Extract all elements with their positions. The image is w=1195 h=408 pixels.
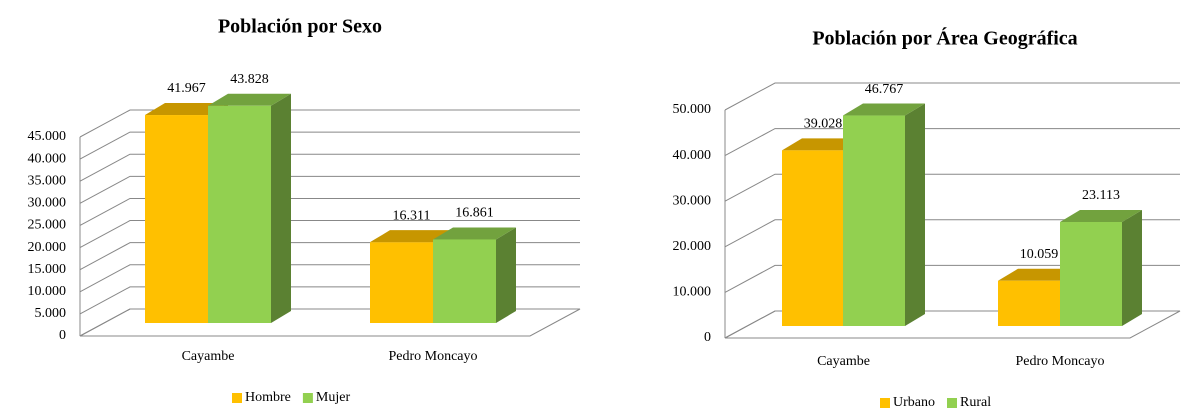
legend-label: Urbano (893, 395, 935, 408)
legend-swatch (232, 393, 242, 403)
bar-top (998, 268, 1080, 281)
y-tick-label: 15.000 (28, 262, 67, 277)
grid-line (79, 175, 580, 204)
bar (843, 115, 905, 327)
bar (145, 115, 208, 323)
legend-swatch (880, 398, 890, 408)
legend-label: Hombre (245, 390, 291, 405)
data-label: 10.059 (1020, 247, 1059, 262)
x-tick-label: Pedro Moncayo (1015, 354, 1104, 369)
chart-title: Población por Sexo (218, 16, 382, 38)
grid-line (724, 173, 1180, 202)
bar-top (208, 93, 291, 106)
y-tick-label: 10.000 (28, 284, 67, 299)
y-tick-label: 20.000 (673, 239, 712, 254)
x-tick-label: Cayambe (182, 349, 235, 364)
data-label: 46.767 (865, 82, 904, 97)
bar-side (271, 93, 291, 323)
legend-label: Mujer (316, 390, 351, 405)
data-label: 16.861 (455, 206, 494, 221)
grid-line (79, 220, 580, 248)
x-tick-label: Cayambe (817, 354, 870, 369)
y-tick-label: 50.000 (673, 102, 712, 117)
data-label: 16.311 (393, 208, 431, 223)
y-tick-label: 30.000 (673, 193, 712, 208)
data-label: 39.028 (804, 117, 843, 132)
data-label: 43.828 (230, 72, 269, 87)
y-tick-label: 20.000 (28, 240, 67, 255)
bar (998, 280, 1060, 326)
bar-top (370, 230, 453, 243)
y-tick-label: 30.000 (28, 196, 67, 211)
y-tick-label: 35.000 (28, 173, 67, 188)
bar (370, 242, 433, 323)
y-tick-label: 5.000 (35, 306, 67, 321)
bar-side (905, 103, 925, 327)
y-tick-label: 25.000 (28, 218, 67, 233)
legend-swatch (947, 398, 957, 408)
y-tick-label: 0 (59, 328, 66, 343)
data-label: 23.113 (1082, 188, 1120, 203)
y-tick-label: 40.000 (673, 148, 712, 163)
y-tick-label: 10.000 (673, 285, 712, 300)
grid-line (79, 197, 580, 226)
bar-top (433, 227, 516, 240)
grid-line (724, 128, 1180, 157)
bar-side (496, 227, 516, 323)
bar (782, 150, 844, 326)
bar (433, 239, 496, 323)
grid-line (724, 264, 1180, 293)
legend-swatch (302, 393, 313, 403)
bar (1060, 221, 1122, 326)
y-tick-label: 0 (704, 330, 711, 345)
grid-line (79, 153, 580, 182)
data-label: 41.967 (167, 81, 206, 96)
y-tick-label: 40.000 (28, 151, 67, 166)
grid-line (79, 109, 580, 138)
legend-label: Rural (960, 395, 991, 408)
y-tick-label: 45.000 (28, 129, 67, 144)
grid-line (724, 82, 1180, 111)
bar-top (843, 103, 925, 116)
bar-side (1122, 209, 1142, 326)
x-tick-label: Pedro Moncayo (388, 349, 477, 364)
bar-top (1060, 209, 1142, 222)
grid-line (79, 131, 580, 160)
bar-top (145, 103, 228, 116)
grid-line (724, 219, 1180, 248)
chart-title: Población por Área Geográfica (812, 27, 1077, 50)
bar (208, 105, 271, 323)
